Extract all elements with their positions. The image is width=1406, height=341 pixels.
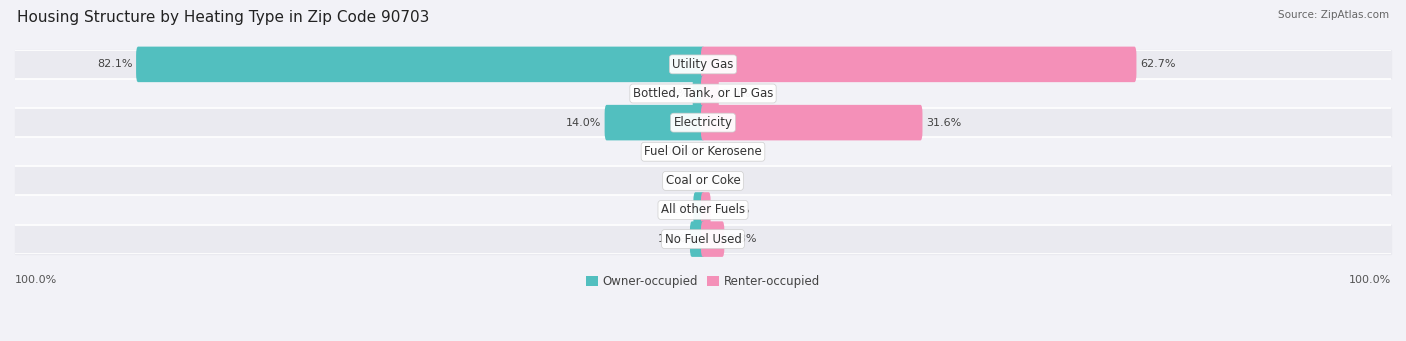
Text: Fuel Oil or Kerosene: Fuel Oil or Kerosene <box>644 145 762 158</box>
Text: Utility Gas: Utility Gas <box>672 58 734 71</box>
FancyBboxPatch shape <box>136 47 704 82</box>
Text: 100.0%: 100.0% <box>15 275 58 285</box>
FancyBboxPatch shape <box>702 76 718 111</box>
FancyBboxPatch shape <box>702 221 724 257</box>
FancyBboxPatch shape <box>702 192 710 228</box>
FancyBboxPatch shape <box>693 76 704 111</box>
Text: Electricity: Electricity <box>673 116 733 129</box>
Text: 0.0%: 0.0% <box>713 147 741 157</box>
Text: 31.6%: 31.6% <box>927 118 962 128</box>
Text: Source: ZipAtlas.com: Source: ZipAtlas.com <box>1278 10 1389 20</box>
FancyBboxPatch shape <box>702 105 922 140</box>
Legend: Owner-occupied, Renter-occupied: Owner-occupied, Renter-occupied <box>581 270 825 293</box>
Text: 2.8%: 2.8% <box>728 234 756 244</box>
Text: 100.0%: 100.0% <box>1348 275 1391 285</box>
Text: Coal or Coke: Coal or Coke <box>665 174 741 187</box>
Text: 62.7%: 62.7% <box>1140 59 1175 69</box>
Text: Bottled, Tank, or LP Gas: Bottled, Tank, or LP Gas <box>633 87 773 100</box>
Bar <box>15 137 1391 166</box>
FancyBboxPatch shape <box>702 47 1136 82</box>
FancyBboxPatch shape <box>605 105 704 140</box>
Text: 1.1%: 1.1% <box>662 205 690 215</box>
Text: 0.81%: 0.81% <box>714 205 749 215</box>
FancyBboxPatch shape <box>690 221 704 257</box>
Bar <box>15 50 1391 79</box>
Text: No Fuel Used: No Fuel Used <box>665 233 741 246</box>
Text: All other Fuels: All other Fuels <box>661 204 745 217</box>
Text: 0.0%: 0.0% <box>713 176 741 186</box>
Text: 1.2%: 1.2% <box>661 89 689 99</box>
Bar <box>15 108 1391 137</box>
Bar <box>15 79 1391 108</box>
Text: Housing Structure by Heating Type in Zip Code 90703: Housing Structure by Heating Type in Zip… <box>17 10 429 25</box>
Text: 2.0%: 2.0% <box>723 89 751 99</box>
Bar <box>15 195 1391 225</box>
Text: 1.6%: 1.6% <box>658 234 686 244</box>
Bar <box>15 225 1391 254</box>
FancyBboxPatch shape <box>693 192 704 228</box>
Text: 0.0%: 0.0% <box>665 147 693 157</box>
Text: 82.1%: 82.1% <box>97 59 132 69</box>
Text: 14.0%: 14.0% <box>565 118 602 128</box>
Text: 0.0%: 0.0% <box>665 176 693 186</box>
Bar <box>15 166 1391 195</box>
